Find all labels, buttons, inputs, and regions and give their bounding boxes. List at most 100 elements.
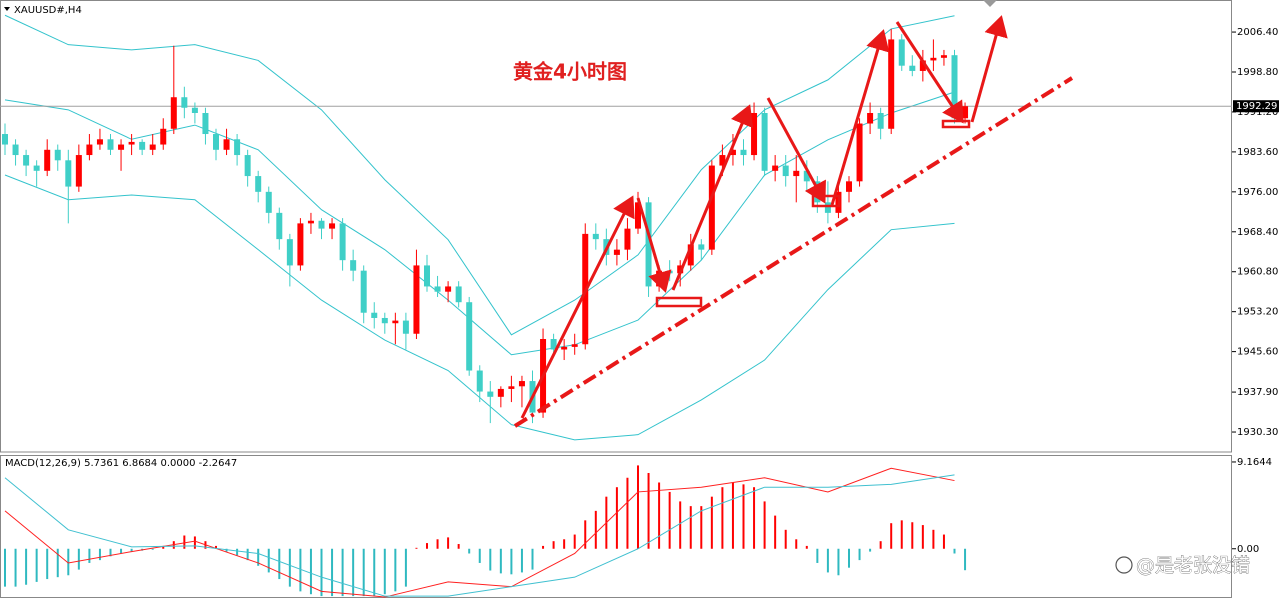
candle-body [86, 144, 93, 156]
shift-marker [983, 0, 997, 7]
candle-body [856, 123, 863, 182]
y-tick-label: 1968.40 [1237, 227, 1278, 238]
candle-body [12, 144, 19, 156]
candle-body [909, 65, 916, 71]
current-price-label: 1992.29 [1236, 101, 1277, 112]
candle-body [223, 139, 230, 150]
y-tick-label: 1960.80 [1237, 267, 1278, 278]
candle-body [951, 55, 958, 119]
candle-body [191, 107, 198, 113]
menu-icon [4, 7, 10, 11]
y-tick-label: 1937.90 [1237, 387, 1278, 398]
candle-body [930, 57, 937, 61]
y-tick-label: 1983.60 [1237, 147, 1278, 158]
arrow [970, 15, 1008, 123]
candle-body [613, 249, 620, 255]
candle-body [898, 39, 905, 66]
candle-body [719, 155, 726, 166]
candle-body [940, 55, 947, 58]
y-tick-label: 9.1644 [1237, 457, 1272, 468]
candle-body [54, 149, 61, 161]
candle-body [645, 202, 652, 287]
current-price-box [1233, 100, 1279, 113]
candle-body [244, 155, 251, 177]
candle-body [44, 149, 51, 171]
candle-body [888, 39, 895, 129]
candle-body [751, 113, 758, 156]
candle-body [846, 181, 852, 192]
bollinger-band [4, 14, 955, 336]
y-tick-label: 0.00 [1237, 544, 1259, 555]
candle-body [803, 170, 810, 182]
candle-body [75, 155, 82, 187]
y-tick-label: 1976.00 [1237, 187, 1278, 198]
candle-body [360, 270, 367, 313]
candle-body [381, 317, 388, 324]
candle-body [455, 286, 462, 303]
watermark-logo [1115, 556, 1133, 574]
candle-body [793, 170, 800, 177]
candle-body [824, 202, 831, 213]
candle-body [339, 223, 346, 261]
candle-body [476, 370, 483, 392]
candle-body [139, 141, 146, 150]
candle-body [329, 223, 336, 229]
candle-body [445, 286, 452, 292]
candle-body [550, 339, 557, 350]
y-tick-label: 1998.80 [1237, 67, 1278, 78]
y-tick-label: 1953.20 [1237, 307, 1278, 318]
macd-line [4, 474, 955, 597]
main-panel [0, 0, 1232, 453]
y-tick-label: 1945.60 [1237, 347, 1278, 358]
candle-body [181, 97, 188, 108]
candle-body [202, 113, 209, 135]
candle-body [772, 165, 779, 171]
candle-body [962, 106, 969, 119]
arrow [671, 104, 754, 291]
candle-body [518, 381, 525, 387]
macd-label: MACD(12,26,9) 5.7361 6.8684 0.0000 -2.26… [5, 458, 237, 469]
candle-body [160, 128, 167, 145]
candle-body [561, 346, 568, 350]
candle-body [128, 141, 135, 145]
candle-body [318, 220, 325, 229]
candle-body [276, 212, 283, 240]
candle-body [497, 388, 504, 397]
y-tick-label: 2006.40 [1237, 27, 1278, 38]
candle-body [919, 60, 926, 71]
candle-body [729, 149, 736, 156]
candle-body [487, 391, 494, 397]
watermark: @是老张没错 [1136, 555, 1250, 577]
highlight-box [811, 194, 841, 208]
arrow [895, 21, 964, 124]
candle-body [96, 139, 103, 145]
annotations [513, 15, 1074, 428]
candle-body [350, 260, 357, 271]
candle-body [265, 191, 272, 213]
candle-body [213, 134, 219, 150]
candle-body [65, 160, 72, 187]
candle-body [592, 233, 599, 240]
candle-body [624, 228, 631, 250]
candle-body [413, 265, 420, 334]
candle-body [286, 239, 293, 266]
trend-line [513, 76, 1074, 428]
candle-body [698, 244, 705, 250]
candle-body [687, 244, 694, 266]
macd-plot [4, 465, 967, 598]
candle-body [635, 202, 641, 229]
arrow [520, 195, 635, 419]
arrow [766, 97, 826, 204]
candle-body [782, 165, 789, 177]
candle-body [234, 139, 241, 156]
candle-body [666, 270, 673, 274]
candle-body [877, 113, 884, 129]
candle-body [867, 113, 874, 124]
candle-body [170, 97, 177, 129]
candle-body [708, 165, 715, 250]
highlight-box [941, 119, 971, 129]
arrow [636, 197, 672, 293]
candle-body [33, 165, 40, 171]
symbol-label: XAUUSD#,H4 [14, 5, 82, 16]
y-tick-label: 1991.20 [1237, 107, 1278, 118]
